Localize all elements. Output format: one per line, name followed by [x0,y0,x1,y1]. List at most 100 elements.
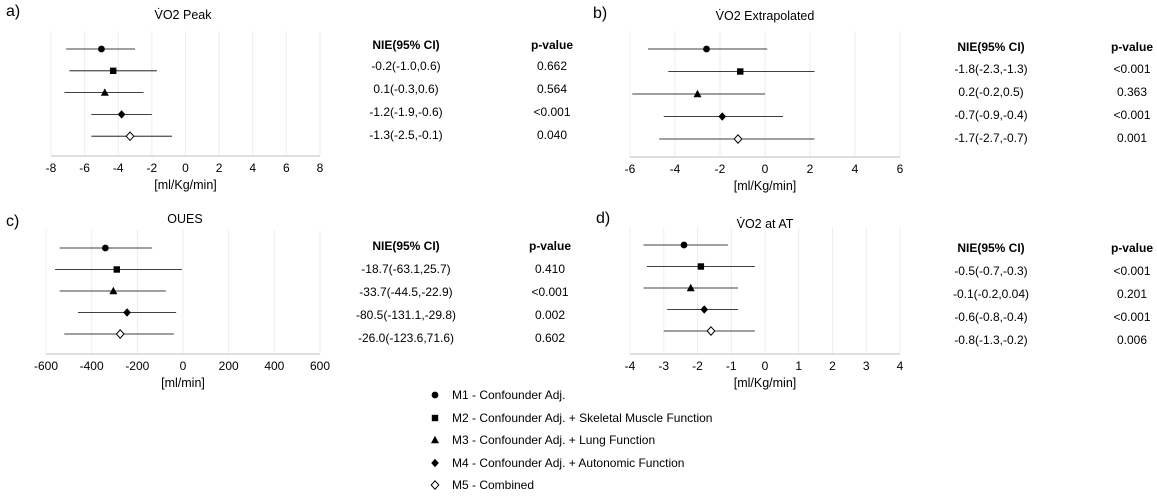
estimate-marker-m5 [125,131,135,142]
nie-value: -0.6(-0.8,-0.4) [954,310,1027,324]
estimate-marker-m5 [115,329,125,339]
x-tick-label: 0 [180,359,187,373]
nie-value: -18.7(-63.1,25.7) [361,262,450,276]
nie-value: -80.5(-131.1,-29.8) [356,308,456,322]
x-tick-label: 4 [249,161,256,175]
legend-label: M3 - Confounder Adj. + Lung Function [452,433,656,448]
nie-column-header: NIE(95% CI) [957,241,1024,255]
panel-title: V̇O2 at AT [737,217,794,231]
x-axis-label: [ml/min] [161,376,205,390]
forest-panel-1: a) V̇O2 Peak -8 -6 -4 -2 0 2 4 6 8 [ml/Kg/min] NIE(9… [6,3,573,192]
panel-label: c) [6,213,19,230]
p-value: 0.564 [537,82,567,96]
nie-value: -1.2(-1.9,-0.6) [369,105,442,119]
p-value: 0.040 [537,128,567,142]
p-value: 0.662 [537,59,567,73]
p-value: 0.363 [1117,85,1147,99]
x-tick-label: -600 [34,359,58,373]
nie-value: -0.8(-1.3,-0.2) [954,333,1027,347]
estimate-marker-m4 [700,305,709,314]
triangle-icon [431,436,439,444]
p-value: 0.602 [535,331,565,345]
legend-marker-m2 [431,414,439,421]
legend-label: M4 - Confounder Adj. + Autonomic Functio… [452,455,685,470]
p-value: 0.002 [535,308,565,322]
panel-label: a) [6,3,20,20]
x-tick-label: -400 [80,359,104,373]
forest-panel-3: c) OUES -600 -400 -200 0 200 400 600 [ml/min] NIE(… [6,212,571,390]
legend-label: M5 - Combined [452,478,535,493]
legend-marker-m4 [431,458,439,467]
x-tick-label: -6 [625,162,636,176]
x-tick-label: 200 [219,359,239,373]
legend-item-m3: M3 - Confounder Adj. + Lung Function [428,429,712,452]
estimate-marker-m5 [706,326,716,336]
estimate-marker-m3 [693,89,702,98]
panel-title: V̇O2 Extrapolated [716,9,815,23]
p-value: <0.001 [1113,108,1150,122]
x-tick-label: -200 [125,359,149,373]
legend-item-m2: M2 - Confounder Adj. + Skeletal Muscle F… [428,407,712,430]
x-tick-label: 0 [182,161,189,175]
nie-column-header: NIE(95% CI) [372,38,439,52]
x-tick-label: -8 [46,161,57,175]
estimate-marker-m1 [101,244,109,252]
estimate-marker-m4 [123,308,131,317]
legend-item-m4: M4 - Confounder Adj. + Autonomic Functio… [428,452,712,475]
x-tick-label: 6 [897,162,904,176]
legend-item-m5: M5 - Combined [428,474,712,497]
estimate-marker-m4 [718,112,727,121]
estimate-marker-m1 [680,241,688,249]
panel-title: OUES [167,212,202,226]
p-value: 0.201 [1117,287,1147,301]
nie-column-header: NIE(95% CI) [372,239,439,253]
forest-panel-4: d) V̇O2 at AT -4 -3 -2 -1 0 1 2 3 4 [ml/Kg/min] NIE(… [596,210,1153,390]
x-tick-label: -2 [147,161,158,175]
estimate-marker-m2 [110,67,117,74]
x-tick-label: -6 [79,161,90,175]
x-tick-label: 6 [283,161,290,175]
estimate-marker-m3 [109,286,118,295]
nie-value: -0.2(-1.0,0.6) [371,59,440,73]
estimate-marker-m1 [98,45,105,53]
x-tick-label: -1 [726,359,737,373]
x-tick-label: 0 [762,359,769,373]
p-value: <0.001 [1113,62,1150,76]
panel-label: b) [593,5,607,22]
nie-column-header: NIE(95% CI) [957,40,1024,54]
p-value-column-header: p-value [531,38,573,52]
x-tick-label: -3 [658,359,669,373]
x-tick-label: 600 [310,359,330,373]
x-tick-label: -2 [692,359,703,373]
estimate-marker-m1 [703,45,710,53]
p-value-column-header: p-value [1111,40,1153,54]
x-tick-label: 3 [863,359,870,373]
nie-value: -26.0(-123.6,71.6) [358,331,454,345]
x-tick-label: 2 [829,359,836,373]
nie-value: -1.8(-2.3,-1.3) [954,62,1027,76]
p-value-column-header: p-value [529,239,571,253]
nie-value: 0.2(-0.2,0.5) [958,85,1023,99]
x-tick-label: -4 [113,161,124,175]
legend-label: M1 - Confounder Adj. [452,388,566,403]
panel-title: V̇O2 Peak [155,8,213,22]
p-value: 0.410 [535,262,565,276]
nie-value: -1.7(-2.7,-0.7) [954,131,1027,145]
x-tick-label: 8 [317,161,324,175]
square-icon [431,414,439,421]
p-value-column-header: p-value [1111,241,1153,255]
x-tick-label: -4 [625,359,636,373]
open-diamond-icon [430,480,440,491]
estimate-marker-m3 [686,283,695,292]
nie-value: -0.1(-0.2,0.04) [953,287,1029,301]
x-tick-label: 4 [852,162,859,176]
x-tick-label: 2 [216,161,223,175]
legend-marker-m5 [430,480,440,491]
legend-marker-m1 [431,391,439,399]
x-axis-label: [ml/Kg/min] [734,376,797,390]
x-axis-label: [ml/Kg/min] [154,178,217,192]
x-tick-label: 0 [762,162,769,176]
estimate-marker-m2 [113,266,120,273]
estimate-marker-m2 [697,263,705,270]
